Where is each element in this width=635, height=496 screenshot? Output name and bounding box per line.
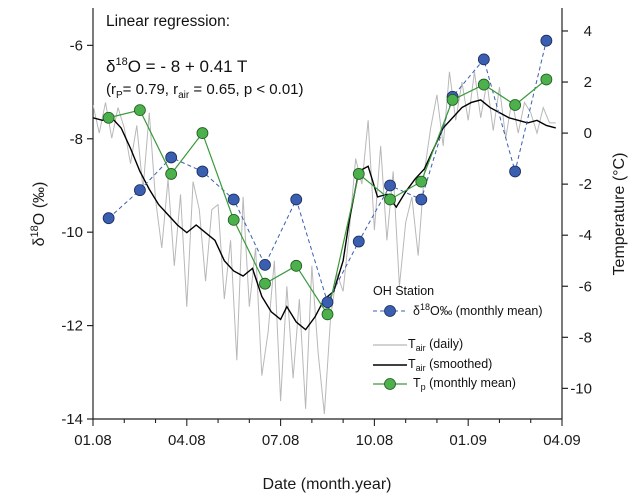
d18o-point — [477, 53, 490, 66]
left-y-axis-title: δ18O (‰) — [29, 182, 48, 247]
left-y-ticks: -14 -12 -10 -8 -6 — [61, 37, 93, 428]
d18o-point — [196, 165, 209, 178]
d18o-point — [102, 212, 115, 225]
tp-point — [446, 94, 459, 106]
d18o-point — [415, 193, 428, 206]
annotation-stats: (rP= 0.79, rair = 0.65, p < 0.01) — [106, 81, 304, 101]
tp-point — [290, 259, 303, 272]
d18o-point — [259, 258, 271, 271]
left-y-tick-label: -6 — [70, 37, 83, 54]
legend: OH Station δ18O‰ (monthly mean) Tair (da… — [373, 284, 543, 392]
d18o-point — [509, 165, 521, 178]
x-tick-label: 04.08 — [168, 432, 206, 449]
legend-tp-swatch-marker — [384, 378, 396, 390]
tp-point — [259, 277, 271, 290]
tp-point — [352, 168, 365, 180]
tp-point — [227, 213, 240, 226]
series-tair-smoothed-line — [93, 99, 556, 331]
tp-point — [102, 111, 115, 124]
right-y-tick-label: -6 — [579, 278, 592, 295]
right-y-tick-label: 0 — [584, 125, 592, 142]
annotation-equation: δ18O = - 8 + 0.41 T — [106, 56, 247, 76]
left-y-tick-label: -8 — [70, 131, 83, 148]
x-tick-label: 01.08 — [74, 432, 112, 449]
d18o-point — [321, 296, 334, 309]
legend-tair-smoothed-label: Tair (smoothed) — [408, 357, 492, 373]
series-tair-daily-line — [93, 71, 556, 414]
tp-point — [509, 99, 521, 111]
d18o-point — [133, 184, 146, 197]
d18o-point — [290, 193, 303, 206]
tp-point — [321, 308, 334, 321]
d18o-point — [352, 235, 365, 248]
d18o-point — [227, 193, 240, 206]
right-y-tick-label: 2 — [584, 74, 592, 91]
tp-point — [165, 168, 178, 180]
right-y-tick-label: -10 — [570, 380, 592, 397]
legend-d18o-label: δ18O‰ (monthly mean) — [413, 302, 543, 318]
tp-point — [540, 73, 553, 86]
x-tick-label: 04.09 — [543, 432, 581, 449]
legend-title: OH Station — [373, 284, 434, 298]
right-y-tick-label: -4 — [579, 227, 592, 244]
x-tick-label: 07.08 — [262, 432, 300, 449]
right-y-ticks: 4 2 0 -2 -4 -6 -8 -10 — [562, 23, 592, 397]
d18o-point — [384, 179, 396, 192]
x-axis-ticks: 01.08 04.08 07.08 10.08 01.09 04.09 — [74, 419, 581, 449]
legend-tair-daily-label: Tair (daily) — [408, 337, 463, 353]
right-y-tick-label: 4 — [584, 23, 592, 40]
left-y-tick-label: -10 — [61, 224, 83, 241]
d18o-point — [165, 151, 178, 164]
tp-point — [415, 175, 428, 188]
series-tp-points — [102, 73, 553, 321]
tp-point — [196, 127, 209, 139]
tp-point — [133, 104, 146, 117]
left-y-tick-label: -12 — [61, 318, 83, 335]
d18o-point — [540, 34, 553, 47]
x-tick-label: 10.08 — [356, 432, 394, 449]
right-y-axis-title: Temperature (°C) — [611, 153, 628, 276]
annotation-line1: Linear regression: — [106, 13, 230, 30]
right-y-tick-label: -2 — [579, 176, 592, 193]
legend-tp-label: Tp (monthly mean) — [413, 376, 516, 392]
x-axis-title: Date (month.year) — [263, 476, 392, 493]
right-y-tick-label: -8 — [579, 329, 592, 346]
x-tick-label: 01.09 — [449, 432, 487, 449]
tp-point — [477, 78, 490, 91]
tp-point — [384, 193, 396, 206]
left-y-tick-label: -14 — [61, 411, 83, 428]
legend-d18o-swatch-marker — [384, 305, 396, 317]
